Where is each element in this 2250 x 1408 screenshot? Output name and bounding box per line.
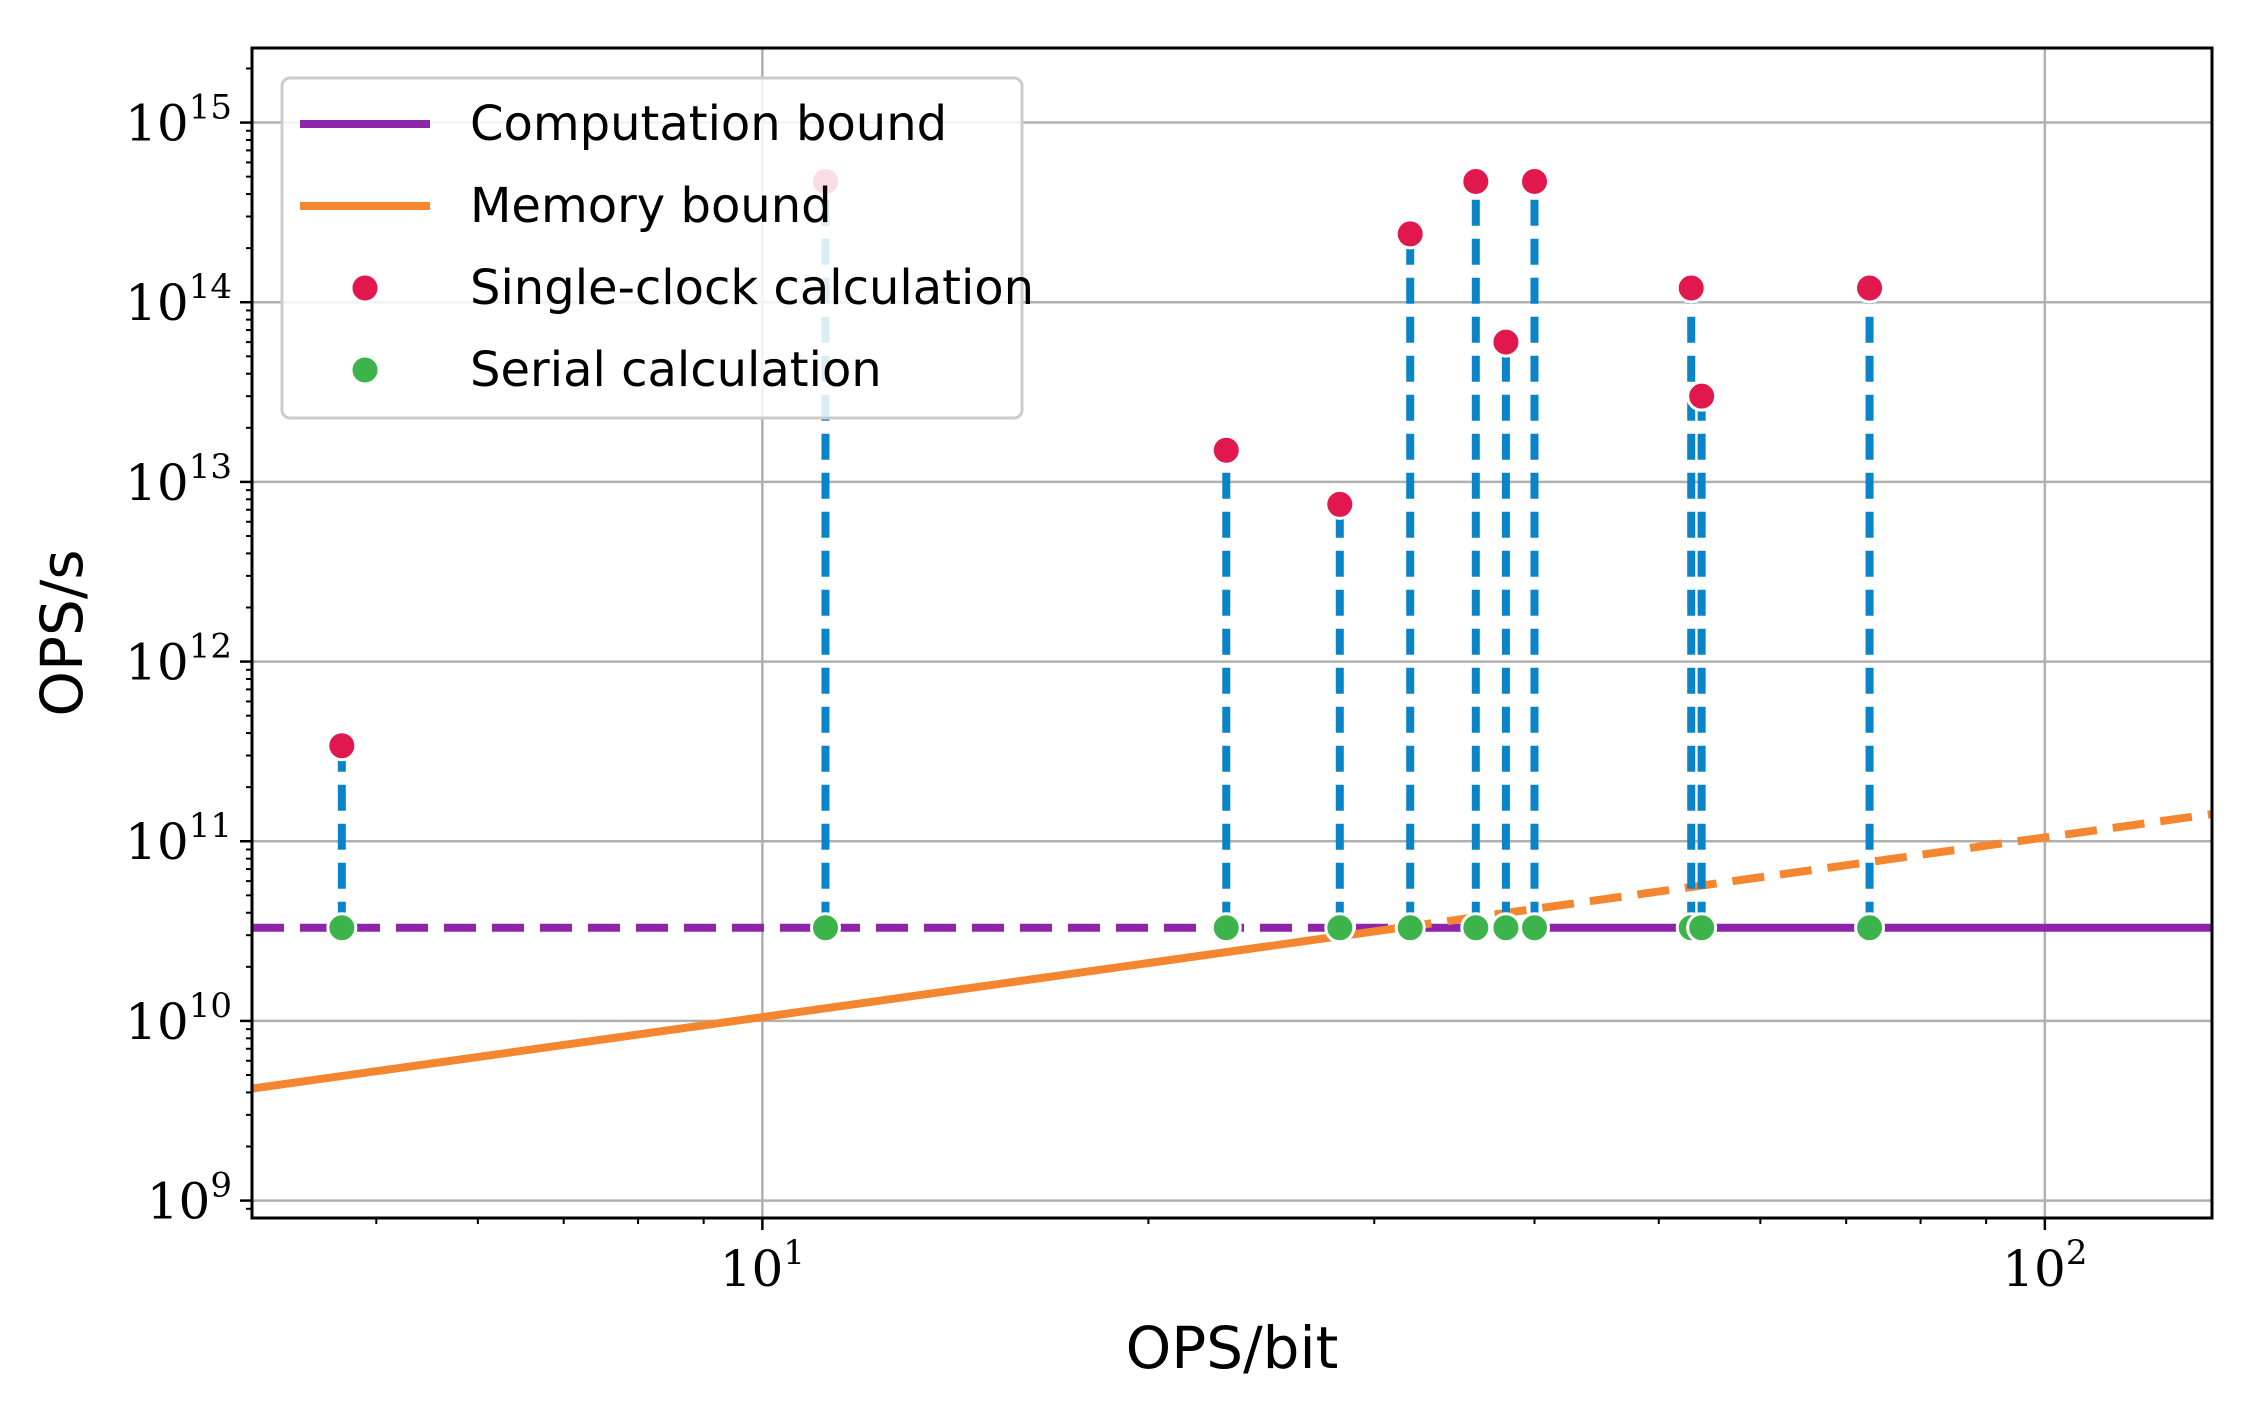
serial-point — [1854, 912, 1886, 944]
plot-frame — [250, 46, 2214, 1220]
memory-bound-solid — [252, 923, 1401, 1093]
axis-ticks: 109 1010 1011 1012 1013 1014 1015 101 102 — [125, 67, 2087, 1298]
connectors — [337, 181, 1874, 928]
y-axis-title: OPS/s — [28, 549, 96, 716]
y-tick-label: 1010 — [125, 986, 232, 1051]
x-axis-title: OPS/bit — [1126, 1314, 1339, 1382]
x-tick-label: 102 — [2002, 1233, 2087, 1298]
single-clock-point — [1675, 272, 1707, 304]
y-tick-label: 1014 — [125, 267, 232, 332]
serial-point — [1324, 912, 1356, 944]
single-clock-point — [1686, 380, 1718, 412]
memory-bound-dashed — [1399, 810, 2212, 932]
legend-label: Single-clock calculation — [470, 260, 1034, 316]
data-points — [326, 165, 1886, 944]
legend-box — [280, 76, 1024, 420]
legend-marker-swatch — [349, 272, 381, 304]
serial-point — [809, 912, 841, 944]
serial-point — [326, 912, 358, 944]
y-tick-label: 1011 — [125, 806, 232, 871]
serial-point — [1394, 912, 1426, 944]
serial-point — [1490, 912, 1522, 944]
serial-point — [1460, 912, 1492, 944]
y-tick-label: 1012 — [125, 627, 232, 692]
single-clock-point — [326, 730, 358, 762]
legend-marker-swatch — [349, 354, 381, 386]
single-clock-point — [1210, 434, 1242, 466]
legend-label: Memory bound — [470, 178, 832, 234]
serial-point — [1518, 912, 1550, 944]
x-tick-label: 101 — [720, 1233, 805, 1298]
y-tick-label: 1013 — [125, 447, 232, 512]
y-tick-label: 109 — [147, 1166, 232, 1231]
single-clock-point — [1518, 165, 1550, 197]
y-tick-label: 1015 — [125, 88, 232, 153]
serial-point — [1210, 912, 1242, 944]
single-clock-point — [1460, 165, 1492, 197]
serial-point — [1686, 912, 1718, 944]
single-clock-point — [1324, 488, 1356, 520]
legend-label: Computation bound — [470, 96, 947, 152]
single-clock-point — [1854, 272, 1886, 304]
single-clock-point — [1490, 326, 1522, 358]
legend: Computation bound Memory bound Single-cloc… — [280, 76, 1034, 420]
single-clock-point — [1394, 218, 1426, 250]
legend-label: Serial calculation — [470, 342, 882, 398]
